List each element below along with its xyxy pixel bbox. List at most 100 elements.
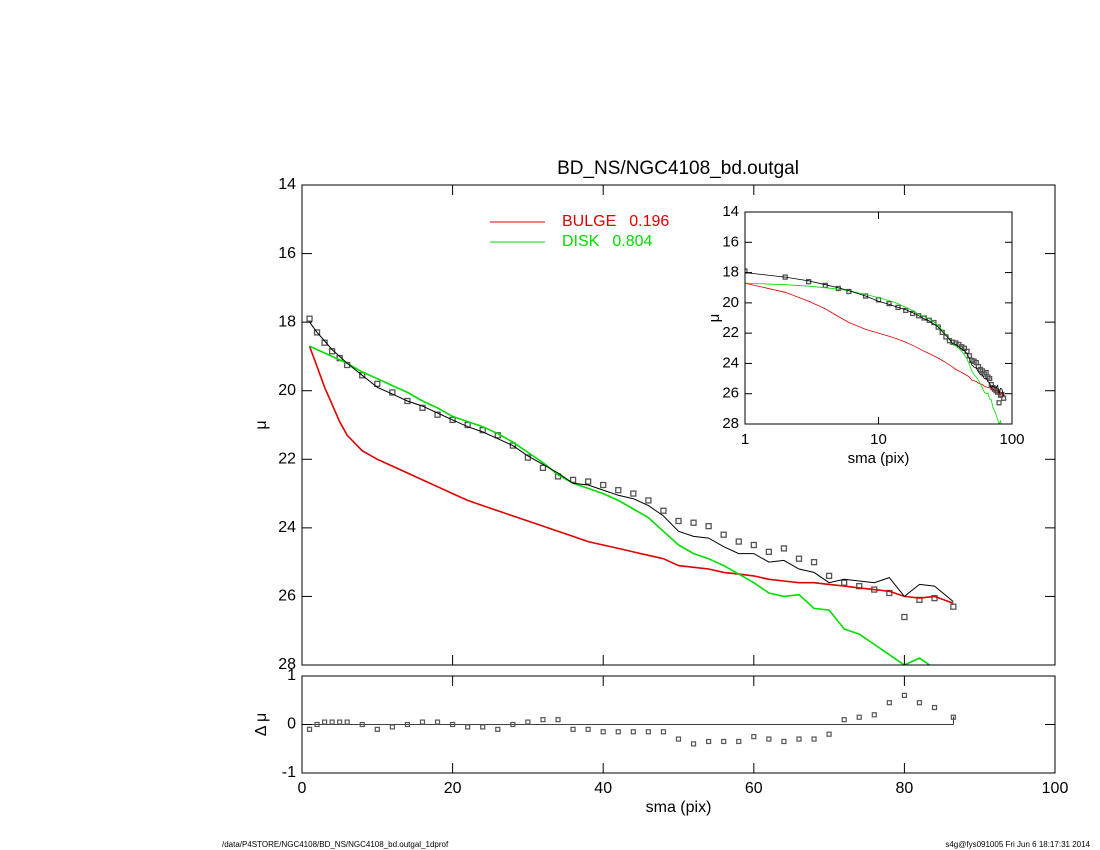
data-point (539, 464, 547, 472)
data-point (615, 486, 622, 494)
legend-name: BULGE (562, 213, 616, 230)
residual-point (359, 721, 365, 728)
data-point (675, 517, 682, 525)
x-tick-label: 1 (741, 431, 749, 448)
x-tick-label: 100 (999, 431, 1024, 448)
x-tick-label: 80 (896, 780, 914, 797)
residual-point (901, 692, 908, 699)
model-line (309, 321, 954, 602)
residual-point (450, 721, 456, 728)
y-tick-label: 20 (722, 294, 739, 311)
y-tick-label: 26 (278, 588, 296, 605)
model-line (308, 345, 954, 605)
data-point (950, 339, 956, 345)
y-tick-label: 24 (278, 519, 296, 536)
data-point (720, 531, 727, 538)
data-point (825, 572, 833, 580)
plot-area (306, 692, 956, 747)
footer-path: /data/P4STORE/NGC4108/BD_NS/NGC4108_bd.o… (222, 840, 449, 849)
data-point (895, 304, 901, 311)
x-axis-label: sma (pix) (848, 450, 910, 467)
data-point (464, 421, 471, 429)
residual-point (675, 736, 682, 742)
data-point (735, 538, 742, 545)
residual-point (404, 721, 411, 728)
residual-point (690, 741, 697, 747)
model-line (745, 272, 1004, 397)
y-tick-label: 26 (722, 385, 739, 402)
residual-point (630, 729, 636, 735)
data-point (690, 519, 697, 526)
residual-point (374, 726, 380, 732)
residual-point (931, 704, 938, 711)
x-axis-label: sma (pix) (646, 799, 712, 816)
x-tick-label: 40 (594, 780, 612, 797)
data-point (795, 555, 803, 562)
residual-point (751, 734, 757, 740)
inset-background (745, 212, 1012, 424)
residual-point (615, 729, 621, 735)
x-tick-label: 0 (298, 780, 307, 797)
data-point (306, 315, 313, 322)
data-point (950, 603, 957, 610)
residual-point (434, 719, 441, 725)
residual-point (555, 717, 561, 723)
residual-point (950, 714, 956, 720)
legend-fraction: 0.196 (629, 213, 669, 230)
y-tick-label: 0 (287, 716, 296, 733)
data-point (765, 548, 773, 556)
data-point (449, 416, 456, 424)
residual-point (781, 738, 787, 745)
residual-point (329, 719, 335, 725)
data-point (660, 507, 667, 514)
plot-area (745, 268, 1007, 424)
data-point (404, 397, 411, 405)
data-point (750, 541, 757, 549)
data-point (374, 380, 381, 388)
residual-point (736, 738, 742, 745)
chart-title: BD_NS/NGC4108_bd.outgal (557, 158, 799, 179)
footer-stamp: s4g@fys091005 Fri Jun 6 18:17:31 2014 (945, 840, 1090, 849)
plot-frame (301, 184, 1056, 666)
residual-point (826, 731, 832, 737)
data-point (810, 558, 818, 566)
residual-point (321, 719, 328, 725)
residual-point (871, 712, 877, 718)
data-point (901, 613, 908, 621)
residual-point (585, 726, 591, 732)
data-point (630, 490, 637, 497)
residual-point (721, 738, 727, 745)
residual-point (796, 736, 802, 742)
residual-point (540, 717, 546, 723)
y-tick-label: 16 (722, 233, 739, 250)
y-axis-label: μ (253, 420, 270, 429)
data-point (645, 497, 652, 504)
model-line (745, 282, 1002, 424)
residual-point (306, 726, 313, 732)
residual-point (337, 719, 343, 725)
y-tick-label: 16 (278, 245, 296, 262)
y-tick-label: -1 (282, 764, 296, 781)
y-tick-label: 28 (278, 656, 296, 673)
residual-point (480, 724, 486, 730)
residual-point (916, 700, 923, 706)
y-tick-label: 1 (287, 667, 296, 684)
data-point (600, 481, 607, 489)
y-tick-label: 14 (722, 203, 739, 220)
residual-point (389, 724, 395, 730)
y-tick-label: 28 (722, 415, 739, 432)
residual-point (525, 719, 531, 725)
data-point (321, 339, 328, 346)
plot-area (306, 315, 957, 665)
x-tick-label: 100 (1042, 780, 1069, 797)
x-tick-label: 60 (745, 780, 763, 797)
legend-fraction: 0.804 (612, 233, 652, 250)
data-point (313, 329, 321, 336)
residual-point (856, 714, 862, 720)
y-tick-label: 18 (278, 313, 296, 330)
data-point (434, 411, 441, 418)
data-point (862, 293, 869, 299)
data-point (569, 476, 577, 484)
y-tick-label: 14 (278, 176, 296, 193)
y-tick-label: 22 (278, 451, 296, 468)
